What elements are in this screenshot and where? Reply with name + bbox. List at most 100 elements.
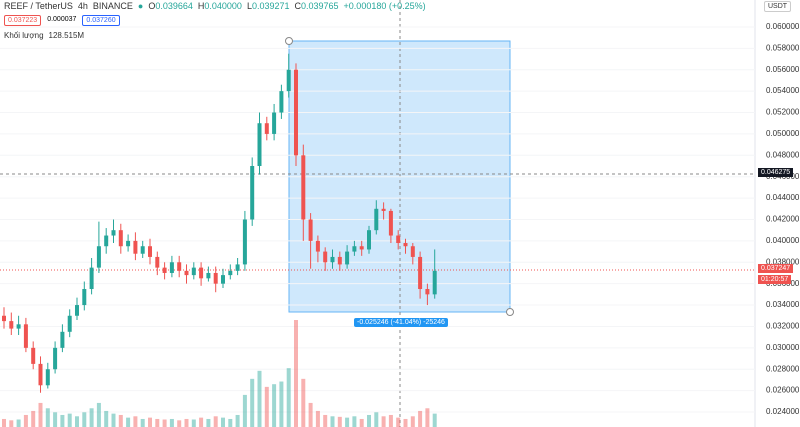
volume-bar [388,414,393,427]
volume-bar [432,413,437,427]
candle-body [257,123,262,167]
volume-bar [89,408,94,427]
y-tick-label: 0.034000 [766,300,800,309]
high: 0.040000 [204,1,242,11]
y-tick-label: 0.060000 [766,22,800,31]
candle-body [301,155,306,220]
y-tick-label: 0.032000 [766,322,800,331]
volume-bar [213,416,218,427]
volume-bar [330,416,335,427]
volume-legend: Khối lượng 128.515M [4,31,84,40]
candle-body [242,219,247,265]
volume-bar [9,420,14,427]
volume-bar [272,384,277,427]
candle-body [133,240,138,254]
exchange: BINANCE [92,1,133,11]
volume-bar [367,414,371,427]
volume-bar [323,414,328,427]
candle-body [330,256,335,263]
candle-body [2,315,6,322]
volume-value: 128.515M [48,31,85,40]
interval[interactable]: 4h [77,1,88,11]
volume-bar [96,402,101,427]
candle-body [425,289,430,295]
volume-bar [118,414,123,427]
low: 0.039271 [251,1,290,11]
trade-buttons: 0.037223 0.000037 0.037260 [4,15,120,26]
volume-bar [177,420,182,427]
volume-bar [264,386,269,427]
volume-bar [75,416,79,427]
volume-bar [396,417,401,427]
candle-body [279,91,284,113]
candle-body [118,230,123,247]
volume-bar [359,418,364,427]
y-tick-label: 0.044000 [766,193,800,202]
candle-body [111,230,116,236]
volume-bar [191,419,196,427]
volume-bar [16,419,21,427]
candle-body [221,275,225,284]
volume-bar [381,416,386,427]
volume-bar [308,402,313,427]
candle-body [199,267,204,279]
measure-handle[interactable] [506,308,514,316]
y-tick-label: 0.028000 [766,364,800,373]
last-price: 0.037247 [758,264,794,273]
currency[interactable]: USDT [764,1,792,12]
volume-bar [53,412,58,427]
volume-bar [345,417,350,427]
candle-body [206,272,211,279]
volume-bar [425,408,430,427]
volume-bar [301,378,306,427]
candle-body [31,347,36,364]
measure-label: -0.025246 (-41.04%) -25246 [354,318,448,327]
volume-bar [206,418,211,427]
volume-bar [228,418,233,427]
sell-button[interactable]: 0.037223 [4,15,42,26]
volume-bar [221,417,225,427]
candle-body [388,210,393,236]
close: 0.039765 [301,1,339,11]
open: 0.039664 [155,1,193,11]
volume-bar [294,320,298,427]
volume-bar [199,417,204,427]
measure-handle[interactable] [285,37,293,45]
candle-body [315,240,320,252]
volume-bar [162,419,167,427]
y-tick-label: 0.058000 [766,43,800,52]
buy-button[interactable]: 0.037260 [82,15,120,26]
volume-label: Khối lượng [4,31,44,40]
volume-bar [38,402,43,427]
c-label: C [294,1,302,11]
candle-body [191,267,196,276]
candle-body [162,267,167,273]
candle-body [308,219,313,241]
volume-bar [315,410,320,427]
volume-bar [111,413,116,427]
candle-body [155,256,160,268]
candle-body [250,166,255,220]
candle-body [89,267,94,290]
symbol[interactable]: REEF / TetherUS [4,1,73,11]
candle-body [345,251,350,265]
candle-body [169,262,174,273]
candle-body [60,331,65,348]
volume-bar [155,418,160,427]
candle-body [410,246,415,257]
l-label: L [246,1,252,11]
y-tick-label: 0.024000 [766,407,800,416]
volume-bar [104,410,109,427]
candle-body [23,324,28,348]
y-tick-label: 0.030000 [766,343,800,352]
candle-body [381,208,386,211]
candle-body [286,69,291,92]
volume-bar [169,418,174,427]
volume-bar [286,368,291,427]
volume-bar [2,418,6,427]
volume-bar [133,416,138,427]
candle-body [228,270,233,276]
candle-body [272,112,277,134]
